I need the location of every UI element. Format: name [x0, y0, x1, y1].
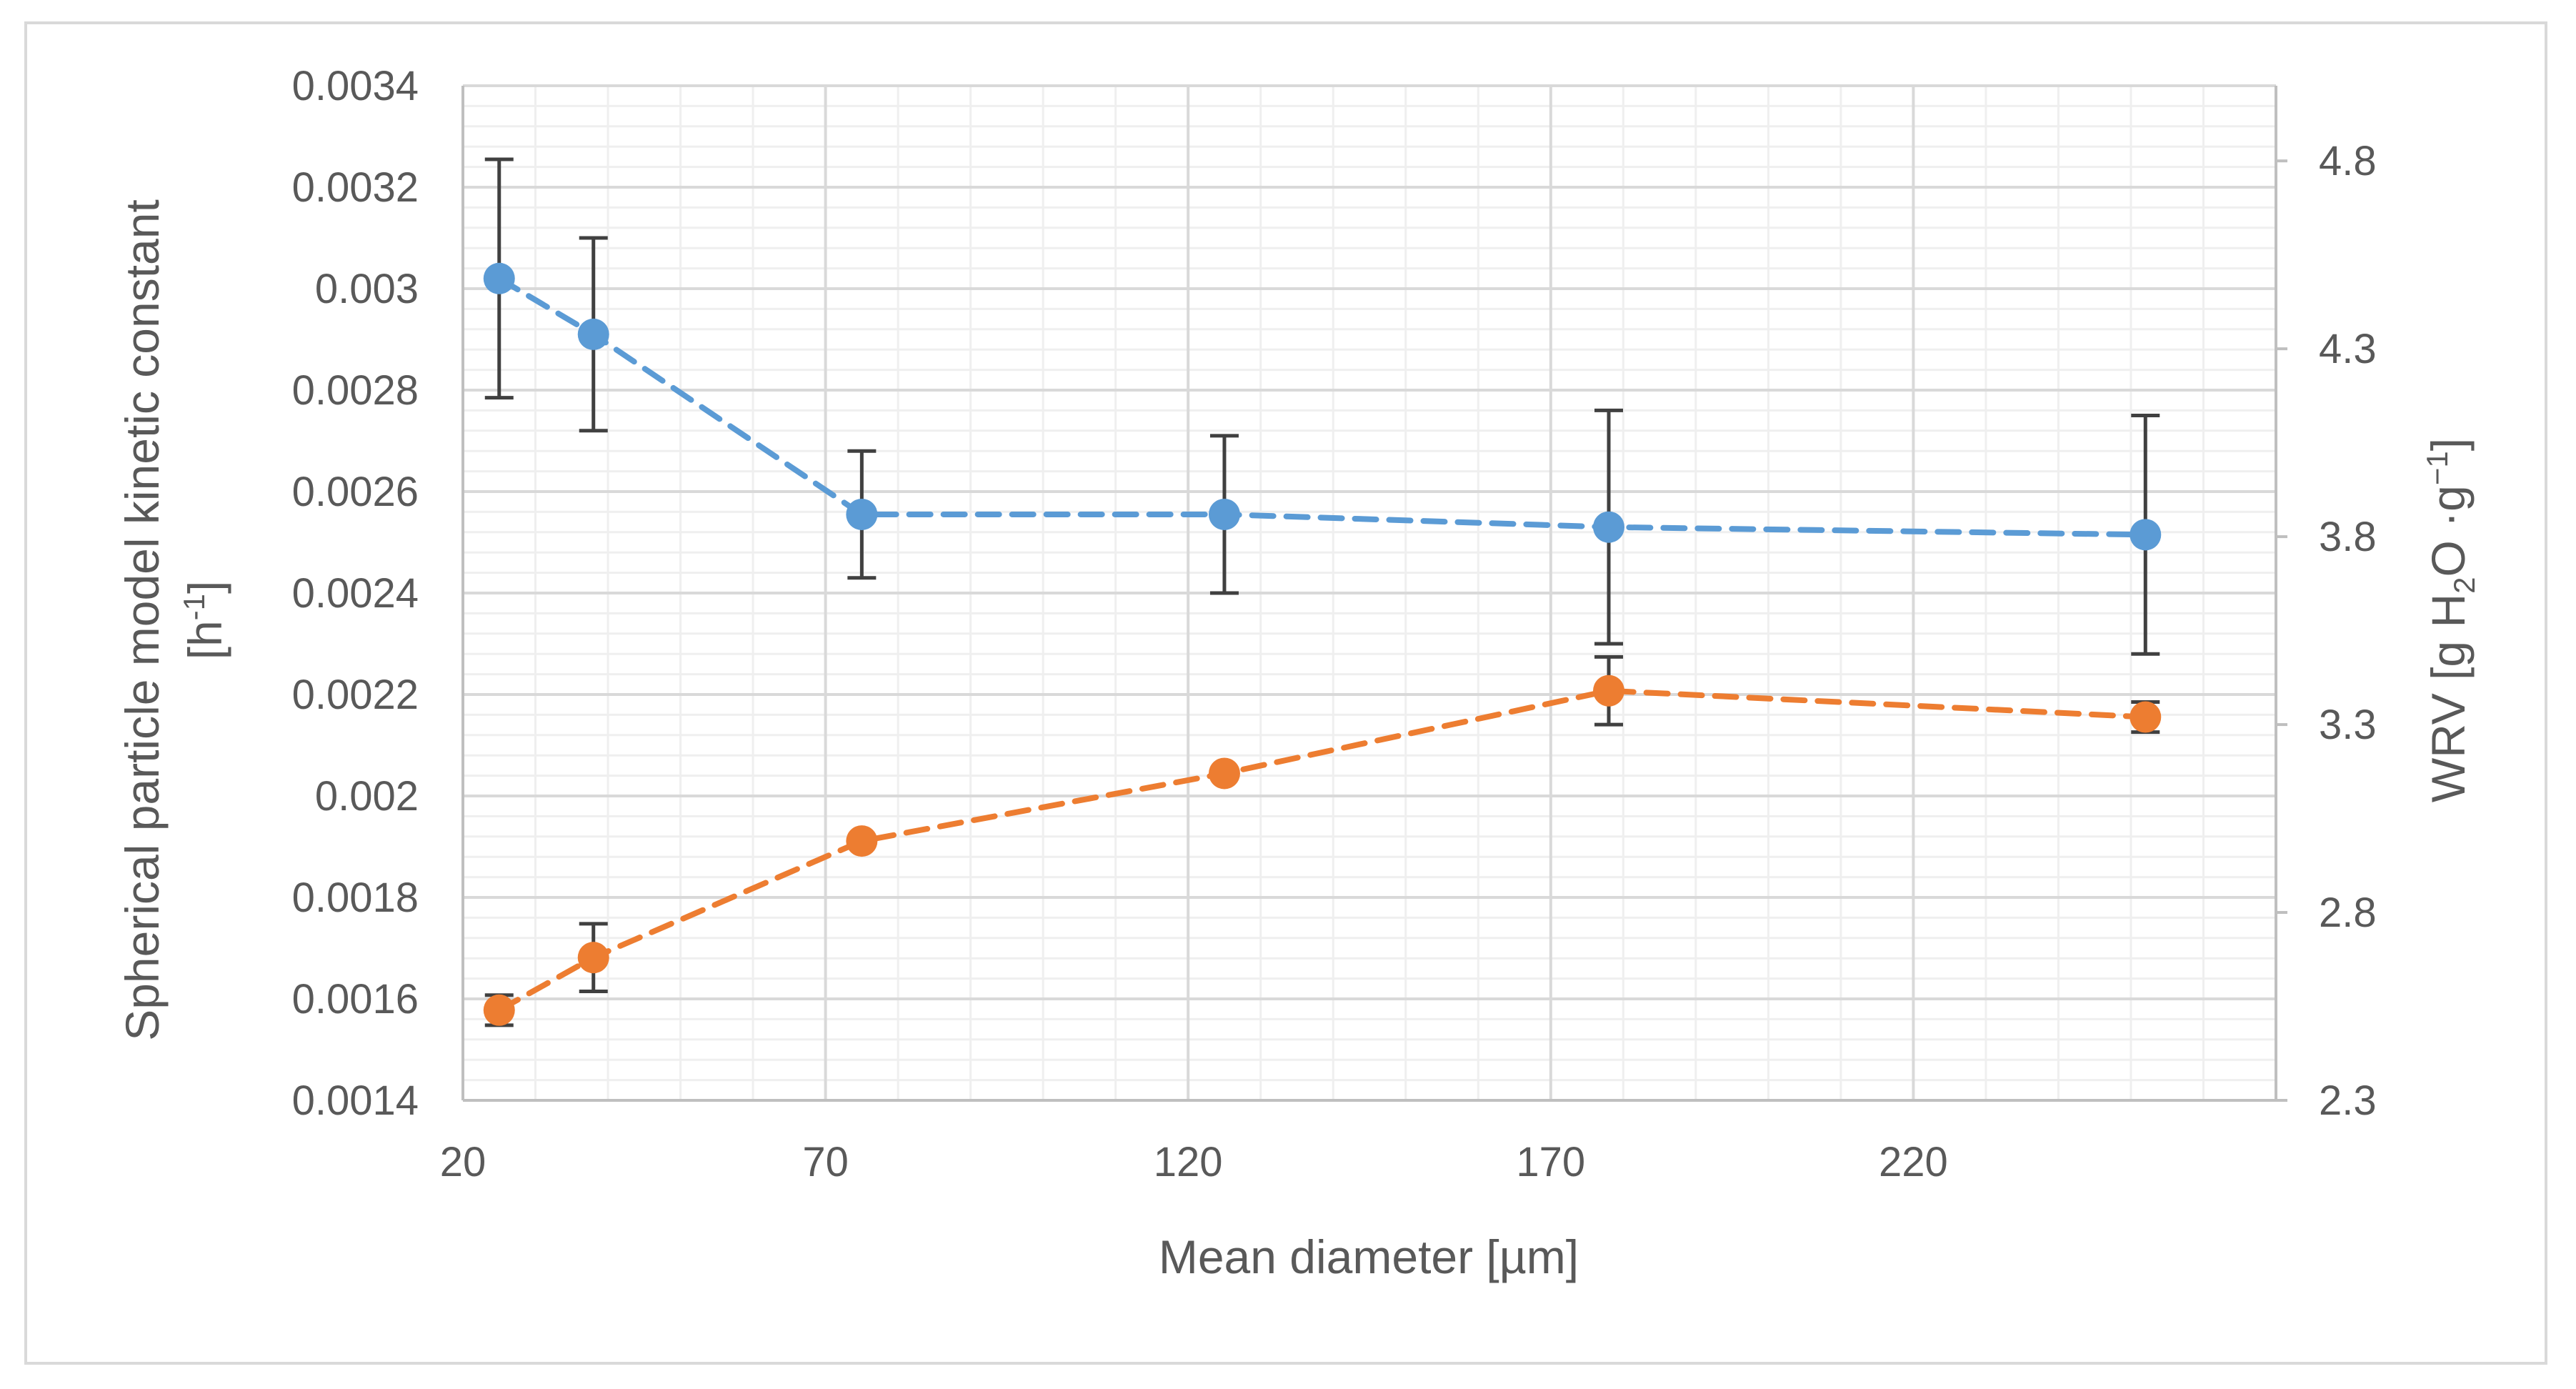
left-tick-label: 0.0032 [292, 164, 419, 211]
data-point [483, 262, 515, 294]
x-tick-label: 20 [440, 1139, 486, 1185]
right-tick-label: 2.3 [2319, 1077, 2377, 1124]
data-point [2130, 519, 2162, 551]
right-tick-label: 4.8 [2319, 138, 2377, 184]
left-tick-label: 0.0026 [292, 469, 419, 515]
data-point [846, 825, 878, 857]
x-axis-tick-labels: 20 70 120 170 220 [440, 1139, 1948, 1185]
series-layer [483, 157, 2162, 1027]
left-axis-title: Spherical particle model kinetic constan… [116, 199, 231, 1041]
left-tick-label: 0.0014 [292, 1077, 419, 1124]
series-line [496, 687, 2149, 1013]
left-tick-label: 0.002 [315, 773, 419, 820]
right-tick-label: 3.3 [2319, 702, 2377, 748]
right-tick-label: 2.8 [2319, 890, 2377, 936]
series-1 [483, 157, 2162, 656]
left-axis-title-line2: [h-1] [177, 581, 231, 660]
data-point [1208, 498, 1240, 530]
x-axis-title: Mean diameter [µm] [1159, 1230, 1579, 1283]
minor-gridlines [463, 86, 2276, 1100]
left-tick-label: 0.003 [315, 266, 419, 312]
left-tick-label: 0.0024 [292, 570, 419, 617]
x-tick-label: 70 [802, 1139, 849, 1185]
left-tick-label: 0.0028 [292, 367, 419, 414]
data-point [577, 318, 609, 350]
data-point [1208, 757, 1240, 790]
major-gridlines [463, 84, 2276, 1102]
x-tick-label: 120 [1154, 1139, 1223, 1185]
data-point [577, 942, 609, 974]
right-axis-title: WRV [g H2O ·g−1] [2420, 438, 2481, 802]
axes [461, 86, 2287, 1102]
left-tick-label: 0.0018 [292, 875, 419, 921]
right-tick-label: 3.8 [2319, 514, 2377, 560]
data-point [2130, 701, 2162, 733]
left-axis-title-line1: Spherical particle model kinetic constan… [116, 199, 169, 1041]
data-point [1593, 674, 1625, 707]
data-point [483, 994, 515, 1026]
right-axis-tick-labels: 2.3 2.8 3.3 3.8 4.3 4.8 [2319, 138, 2377, 1124]
left-tick-label: 0.0034 [292, 63, 419, 109]
right-tick-label: 4.3 [2319, 326, 2377, 372]
left-axis-tick-labels: 0.0014 0.0016 0.0018 0.002 0.0022 0.0024 0.002… [292, 63, 419, 1124]
x-tick-label: 170 [1516, 1139, 1585, 1185]
data-point [1593, 511, 1625, 543]
data-point [846, 498, 878, 530]
x-tick-label: 220 [1879, 1139, 1948, 1185]
left-tick-label: 0.0016 [292, 976, 419, 1022]
series-line [496, 275, 2149, 538]
left-tick-label: 0.0022 [292, 672, 419, 718]
series-2 [483, 654, 2162, 1027]
